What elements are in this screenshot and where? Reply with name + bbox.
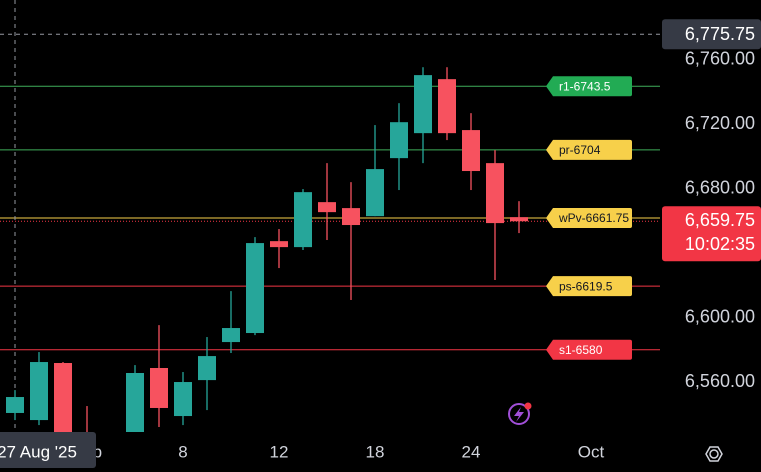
candle-body (150, 368, 168, 408)
candle-body (462, 130, 480, 172)
candle-body (198, 356, 216, 381)
candle-body (6, 397, 24, 413)
y-tick-label: 6,720.00 (685, 113, 755, 133)
x-tick-label: 18 (366, 442, 385, 461)
candle-body (294, 192, 312, 248)
candle-body (126, 373, 144, 432)
y-tick-label: 6,600.00 (685, 306, 755, 326)
last-price-label: 6,659.75 (685, 210, 755, 230)
y-tick-label: 6,560.00 (685, 371, 755, 391)
level-label-box (546, 208, 632, 229)
x-tick-label: Oct (578, 442, 605, 461)
level-label: wPv-6661.75 (558, 211, 629, 225)
last-price-box (662, 206, 761, 262)
crosshair-date-label: 27 Aug '25 (0, 442, 77, 461)
x-tick-label: 8 (178, 442, 187, 461)
settings-icon[interactable] (705, 446, 723, 462)
crosshair-date-box (0, 432, 96, 468)
candle-body (510, 217, 528, 222)
candle-body (318, 202, 336, 213)
level-label-box (546, 276, 632, 297)
level-label: ps-6619.5 (559, 279, 613, 293)
overlay: 6,560.00 6,600.00 6,680.00 6,720.00 6,760.00… (0, 19, 761, 468)
x-tick-label: 12 (270, 442, 289, 461)
candle-body (342, 208, 360, 226)
candle-body (366, 169, 384, 217)
candle-body (414, 75, 432, 134)
countdown-label: 10:02:35 (685, 234, 755, 254)
level-label: pr-6704 (559, 143, 601, 157)
crosshair-price-label: 6,775.75 (685, 24, 755, 44)
crosshair-price-box (662, 19, 761, 50)
candle-body (174, 382, 192, 417)
candle-body (438, 79, 456, 134)
plot-area (0, 0, 660, 432)
level-label: r1-6743.5 (559, 79, 611, 93)
level-label-box (546, 339, 632, 360)
alert-icon[interactable] (508, 402, 532, 425)
candle-body (246, 243, 264, 334)
candle-body (30, 362, 48, 421)
level-label-box (546, 139, 632, 160)
level-label: s1-6580 (559, 343, 603, 357)
candle-body (222, 328, 240, 343)
y-tick-label: 6,760.00 (685, 48, 755, 68)
candle-body (486, 163, 504, 224)
candle-body (270, 241, 288, 248)
candle-body (54, 363, 72, 432)
candle-body (390, 122, 408, 159)
y-tick-label: 6,680.00 (685, 177, 755, 197)
level-label-box (546, 76, 632, 97)
x-tick-label: 24 (462, 442, 481, 461)
